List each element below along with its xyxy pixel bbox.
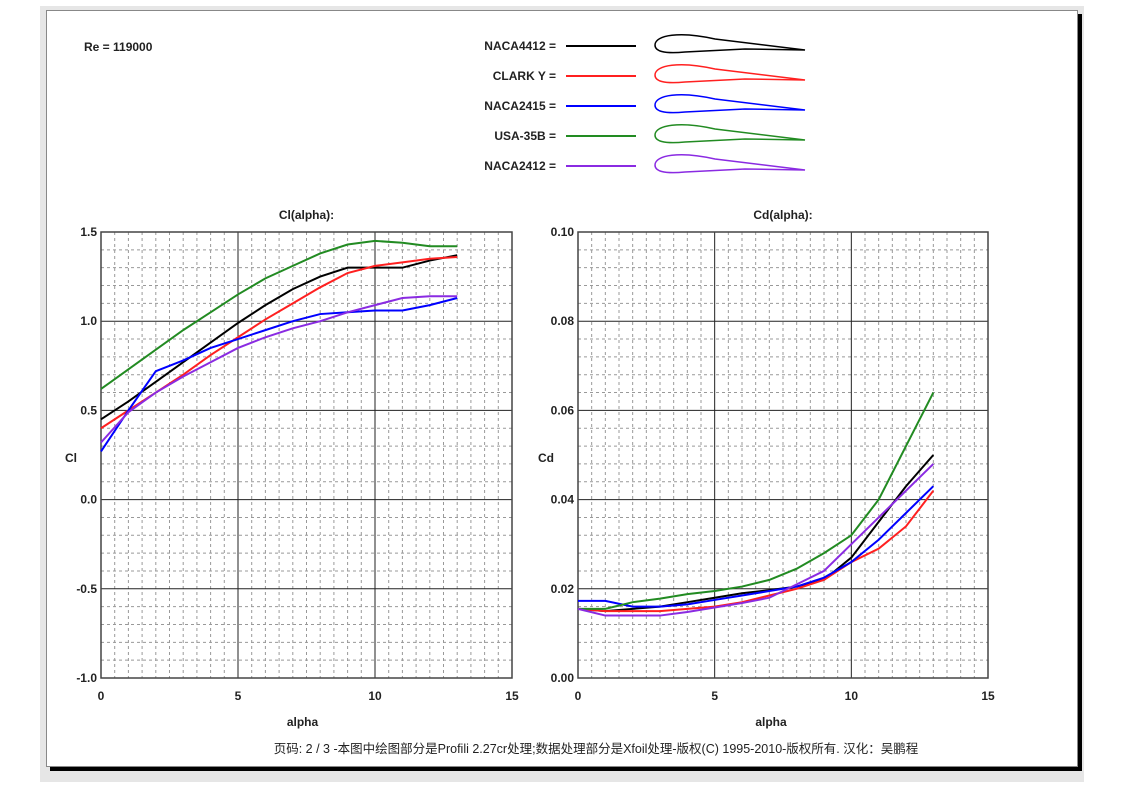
- airfoil-shape-icon: [654, 154, 806, 174]
- airfoil-shape-icon: [654, 34, 806, 54]
- chart-title: Cl(alpha):: [279, 208, 334, 222]
- y-tick-label: -0.5: [76, 582, 97, 596]
- x-tick-label: 5: [235, 689, 242, 703]
- cl-chart: 0 5 10 15 -1.0 -0.5 0.0 0.5 1.0 1.5 Cl(alpha): alph…: [65, 208, 519, 729]
- y-tick-label: 0.06: [551, 403, 575, 417]
- series-line-naca4412: [577, 454, 935, 613]
- y-tick-label: 0.10: [551, 225, 575, 239]
- x-tick-label: 15: [505, 689, 519, 703]
- x-tick-label: 10: [845, 689, 859, 703]
- legend-label: CLARK Y =: [493, 69, 556, 83]
- chart-title: Cd(alpha):: [753, 208, 812, 222]
- y-tick-label: 0.0: [80, 493, 97, 507]
- y-tick-label: 0.5: [80, 403, 97, 417]
- series-line-naca2412: [100, 295, 458, 444]
- legend-label: NACA2412 =: [484, 159, 556, 173]
- series-line-usa-35b: [578, 392, 935, 610]
- cd-chart: 0 5 10 15 0.00 0.02 0.04 0.06 0.08 0.10 Cd(alpha):…: [538, 208, 995, 729]
- y-tick-label: 0.02: [551, 582, 575, 596]
- x-tick-label: 15: [981, 689, 995, 703]
- airfoil-shape-icon: [654, 94, 806, 114]
- y-axis-label: Cl: [65, 451, 77, 465]
- y-tick-label: 0.08: [551, 314, 575, 328]
- legend-label: NACA4412 =: [484, 39, 556, 53]
- y-axis-label: Cd: [538, 451, 554, 465]
- y-tick-label: 1.5: [80, 225, 97, 239]
- footer-text: 页码: 2 / 3 -本图中绘图部分是Profili 2.27cr处理;数据处理…: [273, 742, 919, 756]
- series-line-naca2412: [577, 463, 935, 617]
- plot-frame: [100, 231, 513, 679]
- series-line-naca2415: [578, 485, 935, 608]
- x-axis-label: alpha: [287, 715, 319, 729]
- x-tick-label: 5: [711, 689, 718, 703]
- series-line-clark-y: [577, 490, 935, 613]
- series-line-naca2415: [100, 297, 458, 452]
- x-tick-label: 0: [575, 689, 582, 703]
- airfoil-shape-icon: [654, 64, 806, 84]
- series-line-usa-35b: [100, 239, 458, 390]
- series-line-naca4412: [100, 254, 458, 421]
- plot-frame: [577, 231, 989, 679]
- reynolds-label: Re = 119000: [84, 40, 153, 54]
- y-tick-label: 0.04: [551, 493, 575, 507]
- y-tick-label: 1.0: [80, 314, 97, 328]
- y-tick-label: 0.00: [551, 671, 575, 685]
- airfoil-shape-icon: [654, 124, 806, 144]
- legend-label: NACA2415 =: [484, 99, 556, 113]
- legend-label: USA-35B =: [494, 129, 556, 143]
- x-tick-label: 0: [98, 689, 105, 703]
- y-tick-label: -1.0: [76, 671, 97, 685]
- x-tick-label: 10: [368, 689, 382, 703]
- x-axis-label: alpha: [755, 715, 787, 729]
